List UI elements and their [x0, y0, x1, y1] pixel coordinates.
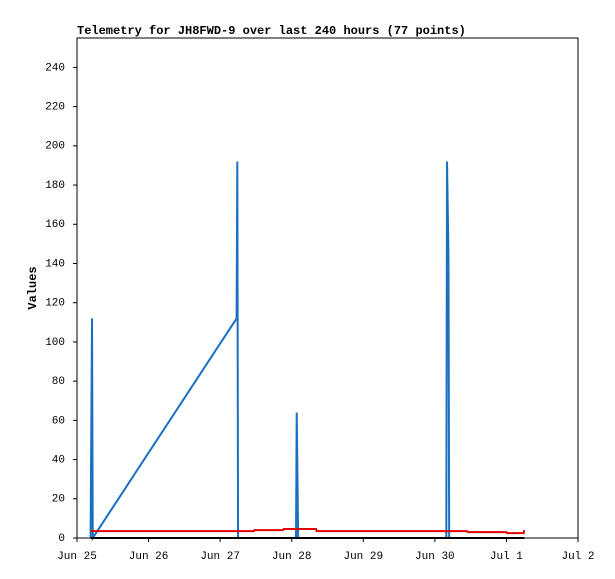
y-tick-label: 80 — [52, 376, 65, 388]
x-tick-label: Jun 26 — [129, 551, 169, 563]
x-tick-label: Jul 2 — [561, 551, 594, 563]
y-tick-label: 200 — [45, 141, 65, 153]
y-tick-label: 0 — [58, 533, 65, 545]
y-tick-label: 40 — [52, 454, 65, 466]
y-tick-label: 180 — [45, 180, 65, 192]
x-tick-label: Jul 1 — [490, 551, 523, 563]
x-tick-label: Jun 30 — [415, 551, 455, 563]
x-tick-label: Jun 28 — [272, 551, 312, 563]
y-tick-label: 120 — [45, 298, 65, 310]
data-line — [89, 161, 525, 542]
y-tick-label: 20 — [52, 494, 65, 506]
y-tick-label: 60 — [52, 415, 65, 427]
data-line — [90, 527, 526, 535]
y-tick-label: 240 — [45, 62, 65, 74]
x-tick-label: Jun 25 — [57, 551, 97, 563]
x-tick-label: Jun 29 — [343, 551, 383, 563]
chart-title: Telemetry for JH8FWD-9 over last 240 hou… — [77, 24, 466, 38]
y-axis-label: Values — [26, 266, 40, 309]
y-tick-label: 160 — [45, 219, 65, 231]
x-tick-label: Jun 27 — [200, 551, 240, 563]
y-tick-label: 220 — [45, 102, 65, 114]
y-tick-label: 100 — [45, 337, 65, 349]
y-tick-label: 140 — [45, 258, 65, 270]
